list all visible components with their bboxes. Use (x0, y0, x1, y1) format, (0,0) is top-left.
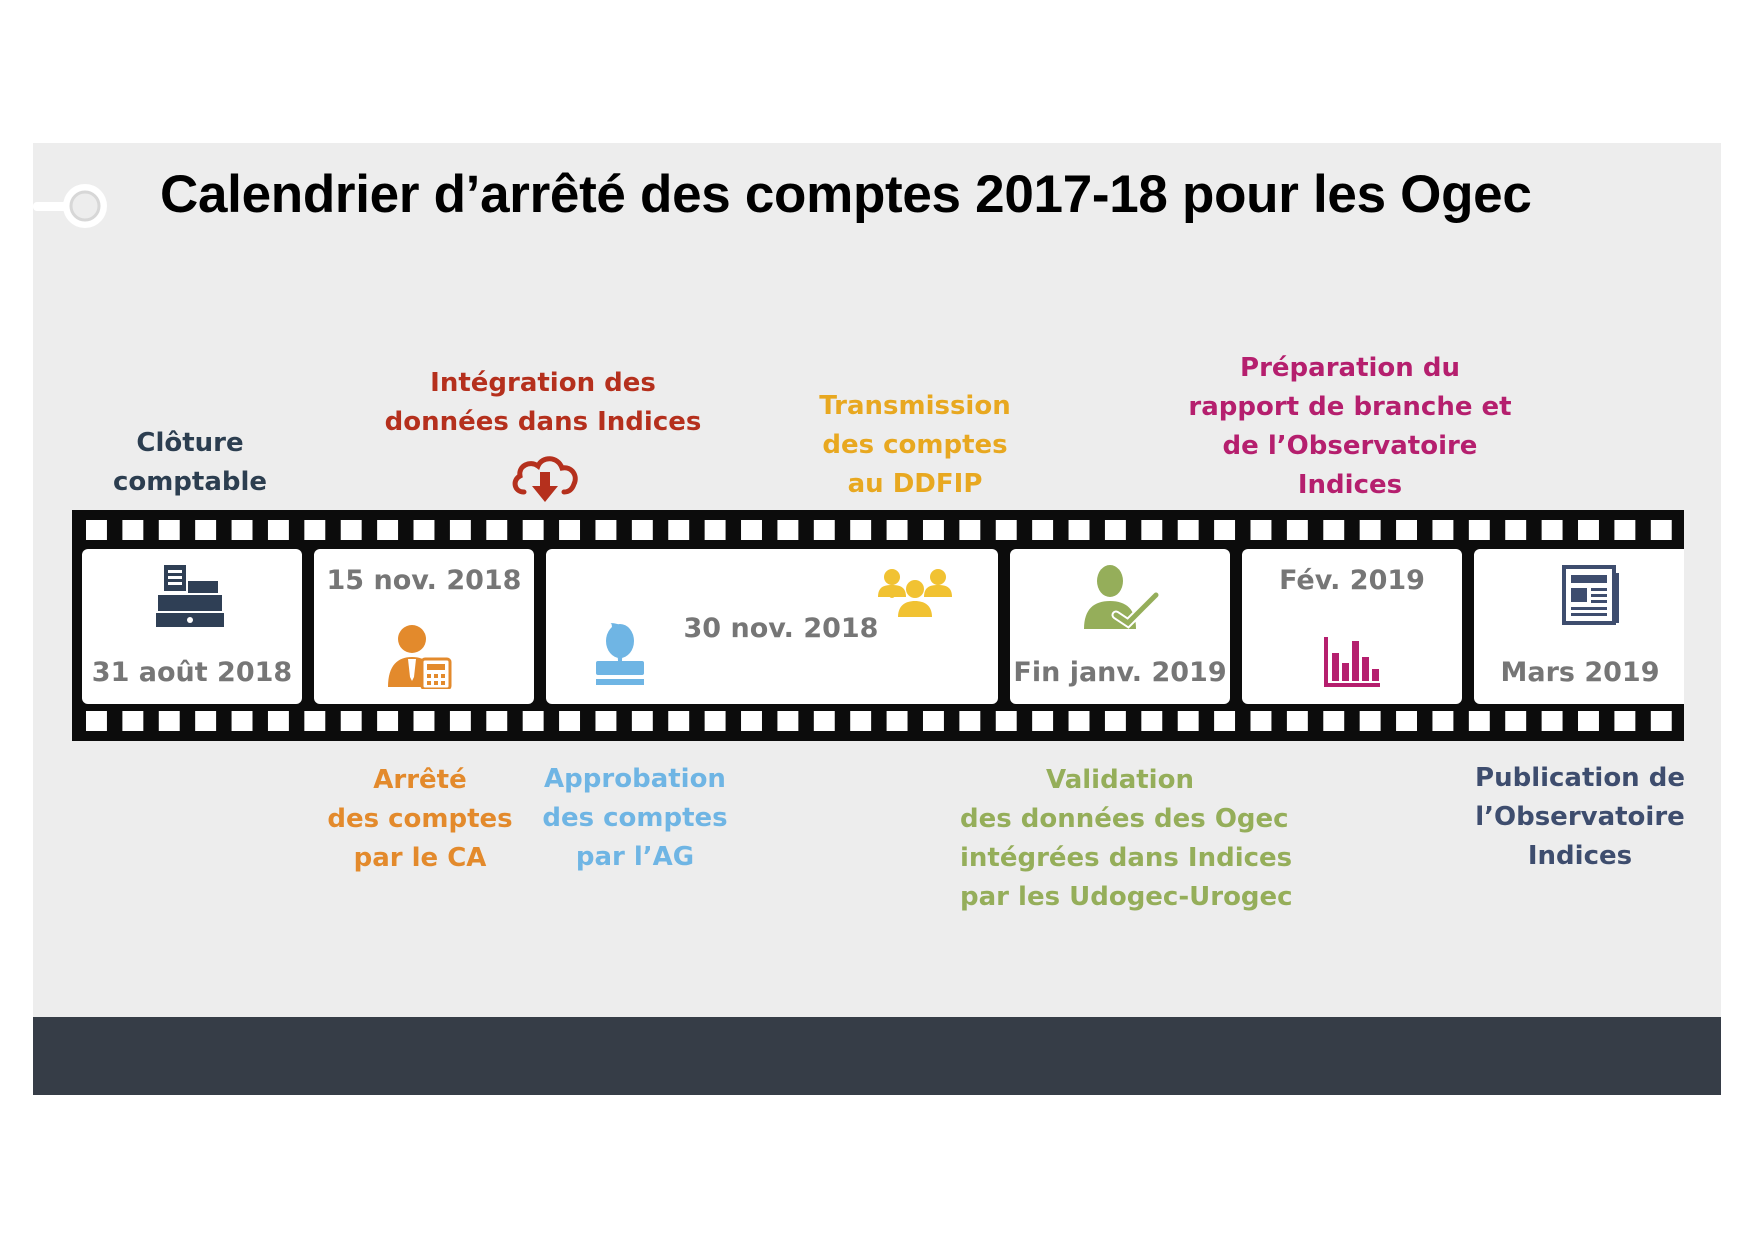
frame-publication: Mars 2019 (1474, 549, 1684, 704)
frame-cloture: 31 août 2018 (82, 549, 302, 704)
frame-arrete: 15 nov. 2018 (314, 549, 534, 704)
stamp-icon (596, 623, 644, 685)
label-arrete-comptes: Arrêté des comptes par le CA (327, 765, 513, 873)
label-publication-observatoire: Publication de l’Observatoire Indices (1475, 763, 1685, 871)
binder-ring-icon (33, 184, 107, 228)
label-preparation-rapport: Préparation du rapport de branche et de … (1188, 353, 1512, 500)
frame-date: 31 août 2018 (91, 657, 293, 688)
label-validation-donnees: Validation des données des Ogec intégrée… (960, 765, 1293, 912)
frame-date: Mars 2019 (1500, 657, 1660, 688)
label-transmission-comptes: Transmission des comptes au DDFIP (819, 391, 1011, 499)
frame-validation: Fin janv. 2019 (1010, 549, 1230, 704)
group-people-icon (878, 569, 952, 617)
frame-approbation-transmission: 30 nov. 2018 (546, 549, 998, 704)
frame-date: Fin janv. 2019 (1013, 657, 1227, 688)
person-check-icon (1084, 565, 1160, 629)
film-strip-timeline: 31 août 2018 15 nov. 2018 30 nov. 2018 (72, 510, 1684, 741)
label-approbation-comptes: Approbation des comptes par l’AG (542, 764, 728, 872)
cloud-download-icon (512, 456, 578, 502)
accountant-calculator-icon (388, 625, 452, 689)
label-integration-donnees: Intégration des données dans Indices (384, 368, 702, 437)
frame-preparation: Fév. 2019 (1242, 549, 1462, 704)
newspaper-icon (1562, 565, 1619, 625)
frame-date: Fév. 2019 (1279, 565, 1425, 596)
label-cloture-comptable: Clôture comptable (112, 428, 268, 497)
bar-chart-icon (1324, 637, 1380, 687)
film-perforations-bottom (72, 711, 1684, 731)
footer-bar (33, 1017, 1721, 1095)
page-title: Calendrier d’arrêté des comptes 2017-18 … (160, 165, 1532, 224)
cash-register-icon (156, 565, 224, 627)
frame-date: 15 nov. 2018 (326, 565, 522, 596)
frame-date: 30 nov. 2018 (683, 613, 879, 644)
film-perforations-top (72, 520, 1684, 540)
